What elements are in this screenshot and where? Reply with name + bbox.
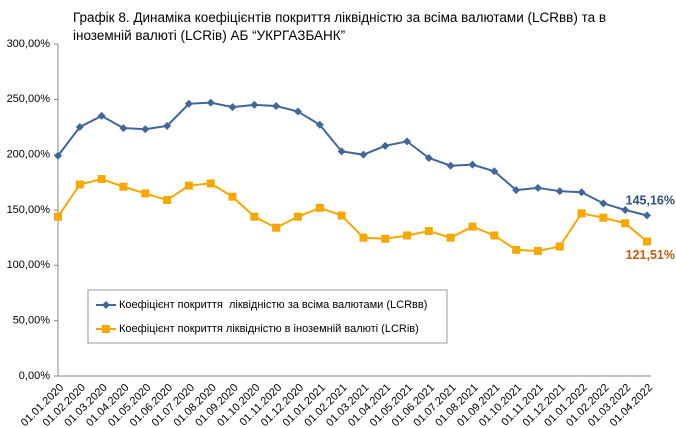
marker — [468, 160, 477, 169]
marker — [315, 203, 324, 212]
marker — [228, 192, 237, 201]
marker — [272, 223, 281, 232]
marker — [206, 179, 215, 188]
y-tick-label: 300,00% — [7, 38, 51, 50]
marker — [337, 147, 346, 156]
chart-title: Графік 8. Динаміка коефіцієнтів покриття… — [73, 10, 606, 25]
y-tick-label: 50,00% — [13, 315, 51, 327]
marker — [54, 151, 62, 160]
marker — [163, 196, 172, 205]
marker — [163, 121, 172, 130]
marker — [621, 206, 630, 214]
marker — [490, 167, 499, 176]
data-label: 145,16% — [626, 194, 675, 208]
marker — [359, 150, 368, 159]
marker — [643, 237, 651, 246]
marker — [359, 233, 368, 242]
y-tick-label: 250,00% — [7, 93, 51, 105]
marker — [102, 325, 110, 333]
marker — [512, 186, 521, 195]
marker — [403, 231, 412, 240]
chart-title: іноземній валюті (LCRів) АБ “УКРГАЗБАНК” — [73, 28, 345, 43]
marker — [97, 111, 106, 120]
y-tick-label: 200,00% — [7, 149, 51, 161]
marker — [315, 120, 324, 129]
marker — [75, 180, 84, 189]
marker — [206, 98, 215, 107]
marker — [75, 123, 84, 131]
marker — [577, 188, 586, 197]
marker — [272, 101, 281, 110]
data-label: 121,51% — [626, 248, 675, 262]
marker — [54, 212, 62, 221]
marker — [424, 227, 433, 236]
marker — [250, 212, 259, 221]
marker — [555, 242, 564, 251]
marker — [512, 245, 521, 254]
marker — [599, 213, 608, 222]
marker — [119, 124, 128, 133]
y-tick-label: 100,00% — [7, 259, 51, 271]
y-tick-label: 150,00% — [7, 204, 51, 216]
marker — [102, 301, 110, 309]
marker — [97, 175, 106, 184]
marker — [555, 187, 564, 196]
series-line — [57, 177, 648, 252]
marker — [228, 103, 237, 112]
series-line — [57, 101, 648, 217]
marker — [337, 211, 346, 220]
marker — [621, 219, 630, 228]
marker — [293, 212, 302, 221]
legend-box — [87, 289, 448, 344]
legend-label: Коефіцієнт покриття ліквідністю в інозем… — [119, 323, 419, 335]
marker — [403, 137, 412, 146]
marker — [446, 161, 455, 170]
marker — [119, 182, 128, 191]
marker — [184, 181, 193, 190]
marker — [293, 107, 302, 116]
marker — [533, 246, 542, 255]
marker — [141, 125, 150, 134]
marker — [490, 231, 499, 240]
y-tick-label: 0,00% — [19, 370, 50, 382]
marker — [577, 209, 586, 218]
marker — [250, 100, 259, 109]
marker — [184, 99, 193, 108]
marker — [424, 153, 433, 162]
marker — [533, 183, 542, 192]
marker — [599, 199, 608, 208]
marker — [141, 189, 150, 198]
marker — [468, 222, 477, 231]
marker — [381, 141, 390, 150]
marker — [446, 233, 455, 242]
marker — [643, 211, 651, 220]
legend-label: Коефіцієнт покриття ліквідністю за всіма… — [119, 299, 427, 311]
marker — [381, 234, 390, 243]
